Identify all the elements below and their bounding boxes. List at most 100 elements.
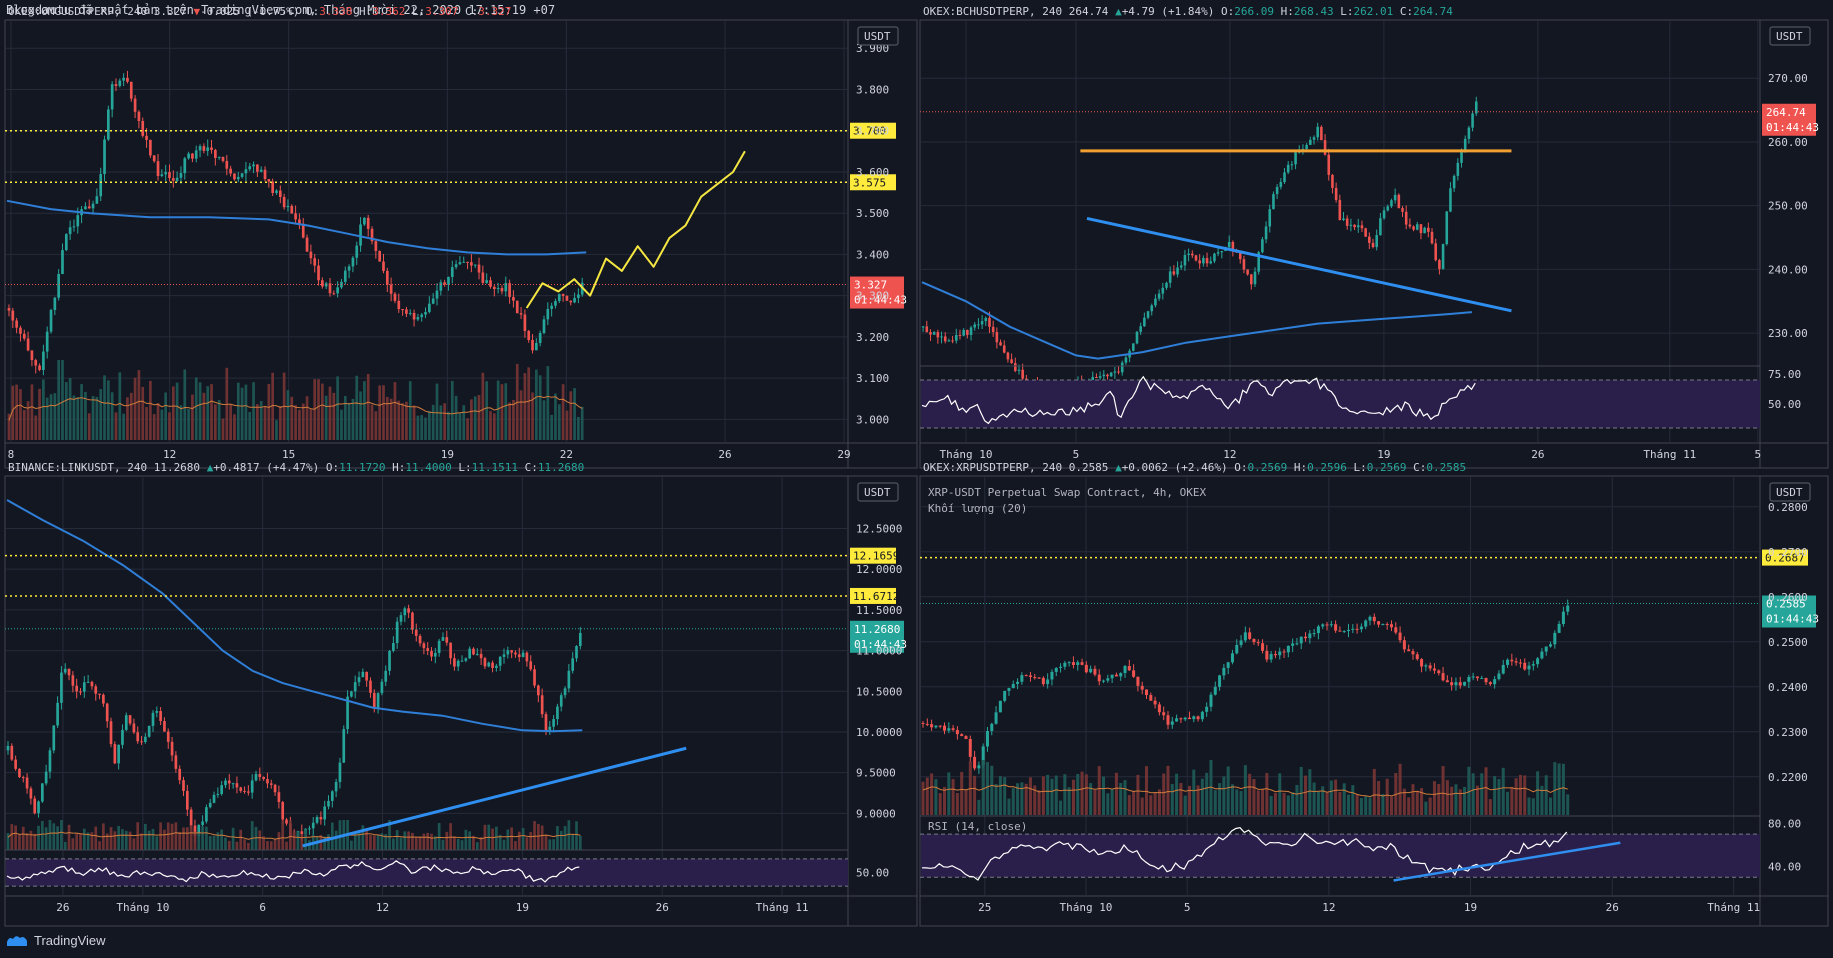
candle-body xyxy=(1553,632,1557,645)
currency-badge[interactable] xyxy=(1769,482,1811,502)
currency-badge[interactable] xyxy=(1769,26,1811,46)
volume-bar xyxy=(1484,767,1488,815)
candle-body xyxy=(1120,362,1124,373)
candle-body xyxy=(1549,644,1553,647)
plot-area[interactable] xyxy=(920,476,1760,896)
candle-body xyxy=(435,290,439,299)
price-tick-label: 0.2500 xyxy=(1768,636,1808,649)
candle-body xyxy=(1242,259,1246,270)
candle-body xyxy=(416,317,420,320)
volume-bar xyxy=(998,776,1002,815)
candle-body xyxy=(1216,252,1220,254)
trendline[interactable] xyxy=(1086,216,1512,313)
candle-body xyxy=(1135,331,1139,344)
candle-body xyxy=(1356,225,1360,228)
plot-area[interactable] xyxy=(5,20,848,443)
candle-body xyxy=(1294,152,1297,165)
candle-body xyxy=(378,250,382,262)
candle-body xyxy=(87,206,91,209)
candle-body xyxy=(311,822,315,829)
volume-bar xyxy=(1166,765,1170,815)
level-label: 3.575 xyxy=(853,176,886,189)
candle-body xyxy=(556,706,559,720)
candle-body xyxy=(523,314,527,331)
volume-bar xyxy=(1028,777,1032,815)
candle-body xyxy=(1557,623,1561,633)
time-tick-label: 26 xyxy=(656,901,669,914)
volume-bar xyxy=(321,383,324,440)
volume-bar xyxy=(336,376,339,440)
candle-body xyxy=(350,691,353,697)
price-tick-label: 11.5000 xyxy=(856,604,902,617)
candle-body xyxy=(286,205,290,208)
volume-bar xyxy=(99,389,103,440)
volume-bar xyxy=(1432,781,1436,815)
rsi-trendline[interactable] xyxy=(1393,841,1621,882)
price-tick-label: 3.800 xyxy=(856,83,889,96)
volume-bar xyxy=(84,391,87,440)
candle-body xyxy=(395,621,399,644)
volume-bar xyxy=(921,781,925,815)
volume-bar xyxy=(529,831,533,850)
candle-body xyxy=(252,164,255,167)
volume-bar xyxy=(366,374,370,440)
volume-bar xyxy=(41,820,44,850)
candle-body xyxy=(33,798,37,814)
volume-bar xyxy=(504,383,508,440)
symbol-change: +4.79 (+1.84%) xyxy=(1122,5,1221,18)
candle-body xyxy=(1194,255,1198,261)
currency-badge[interactable] xyxy=(857,482,899,502)
candle-body xyxy=(1415,654,1419,660)
volume-bar xyxy=(407,831,410,850)
level-tag xyxy=(1762,549,1808,566)
candle-body xyxy=(357,677,361,683)
forecast-path[interactable] xyxy=(525,150,746,309)
candle-body xyxy=(60,672,63,703)
candle-body xyxy=(220,785,224,794)
rsi-label: RSI (14, close) xyxy=(928,820,1027,833)
candle-body xyxy=(201,821,204,825)
candle-body xyxy=(449,642,452,659)
candle-body xyxy=(114,84,118,86)
candle-body xyxy=(21,777,25,779)
candle-body xyxy=(1441,673,1445,681)
volume-bar xyxy=(166,822,170,850)
candle-body xyxy=(1286,645,1290,653)
volume-bar xyxy=(67,824,71,850)
rsi-tick-label: 40.00 xyxy=(1768,860,1801,873)
trendline[interactable] xyxy=(302,746,687,848)
candle-body xyxy=(1110,674,1114,679)
candle-body xyxy=(388,650,391,671)
price-tick-label: 3.200 xyxy=(856,331,889,344)
candle-body xyxy=(1123,666,1127,674)
time-tick-label: 29 xyxy=(837,448,850,461)
ohlc-key: C: xyxy=(1413,461,1426,474)
candle-body xyxy=(244,169,248,174)
candle-body xyxy=(1119,673,1123,677)
candle-body xyxy=(170,741,174,756)
candle-body xyxy=(1305,144,1308,149)
candle-body xyxy=(105,703,109,722)
panel-frame xyxy=(4,475,918,927)
time-tick-label: Tháng 10 xyxy=(116,901,169,914)
volume-bar xyxy=(1016,783,1020,815)
volume-bar xyxy=(1329,780,1333,815)
time-tick-label: Tháng 10 xyxy=(939,448,992,461)
price-tick-label: 12.5000 xyxy=(856,522,902,535)
candle-body xyxy=(1295,643,1299,645)
currency-badge[interactable] xyxy=(857,26,899,46)
candle-body xyxy=(921,326,925,328)
candle-body xyxy=(491,662,494,668)
volume-bar xyxy=(1175,773,1179,815)
candle-body xyxy=(1084,664,1088,673)
volume-bar xyxy=(235,841,239,850)
symbol-change: +0.4817 (+4.47%) xyxy=(213,461,326,474)
volume-bar xyxy=(57,360,61,440)
plot-area[interactable] xyxy=(5,476,848,896)
ohlc-c: 3.327 xyxy=(478,5,511,18)
candle-body xyxy=(133,98,137,112)
candle-body xyxy=(1166,715,1170,725)
volume-bar xyxy=(1282,792,1286,815)
candle-body xyxy=(1238,252,1242,260)
volume-bar xyxy=(1471,773,1475,815)
